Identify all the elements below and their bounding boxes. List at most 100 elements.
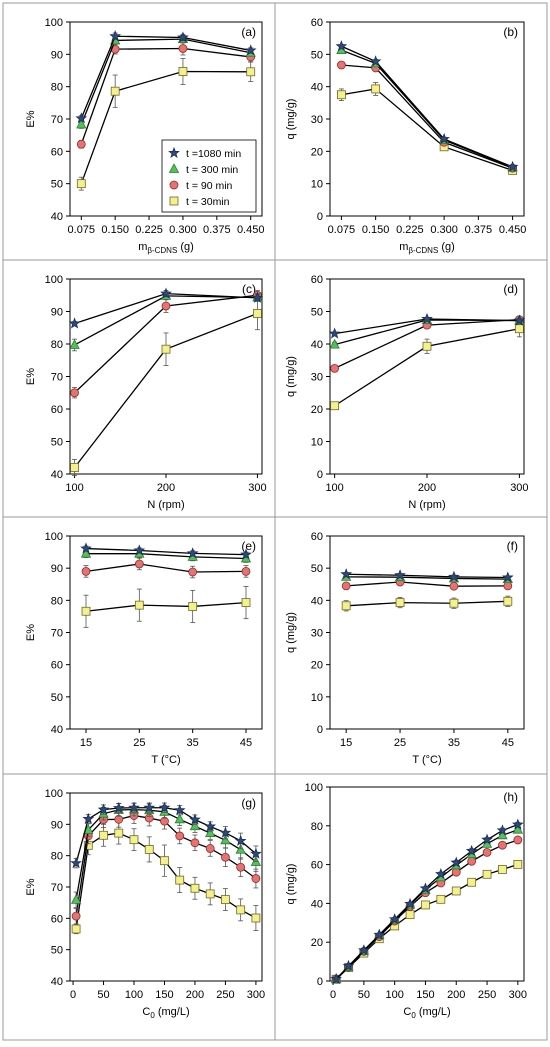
y-tick-label: 90 xyxy=(51,49,63,61)
data-point xyxy=(161,344,171,354)
data-point xyxy=(394,569,406,581)
data-point xyxy=(330,363,340,373)
panel-label: (d) xyxy=(503,282,518,296)
series-t1080 xyxy=(68,287,264,329)
y-tick-label: 50 xyxy=(51,437,63,449)
series-t30 xyxy=(81,586,251,628)
data-point xyxy=(421,900,430,910)
y-tick-label: 50 xyxy=(51,692,63,704)
data-point xyxy=(178,67,188,76)
data-point xyxy=(482,847,492,857)
data-point xyxy=(99,830,108,840)
y-tick-label: 30 xyxy=(311,114,323,126)
data-point xyxy=(341,601,351,611)
data-point xyxy=(190,838,200,848)
x-tick-label: 0 xyxy=(70,989,76,1001)
series-line xyxy=(80,35,251,119)
data-point xyxy=(512,818,524,830)
panel-label: (c) xyxy=(242,282,256,296)
x-tick-label: 0.450 xyxy=(499,224,527,236)
y-tick-label: 60 xyxy=(311,17,323,29)
x-tick-label: 200 xyxy=(447,989,465,1001)
chart-panel-g: 40 50 60 70 80 90 100 0 50 100 150 200 250 300 C0 (mg/… xyxy=(25,788,265,1020)
data-point xyxy=(160,287,172,299)
y-axis-title: q (mg/g) xyxy=(285,864,297,905)
y-tick-label: 80 xyxy=(311,821,323,833)
series-line xyxy=(86,553,247,560)
data-point xyxy=(97,803,110,815)
y-tick-label: 0 xyxy=(317,469,323,481)
y-tick-label: 40 xyxy=(51,211,63,223)
data-point xyxy=(144,845,154,854)
data-point xyxy=(114,828,124,838)
data-point xyxy=(236,862,246,872)
data-point xyxy=(71,924,81,934)
x-axis-title: C0 (mg/L) xyxy=(142,1006,189,1020)
y-axis-title: q (mg/g) xyxy=(285,612,297,653)
y-tick-label: 100 xyxy=(45,788,63,800)
data-point xyxy=(241,598,251,607)
data-point xyxy=(330,401,340,411)
x-tick-label: 100 xyxy=(385,989,403,1001)
y-tick-label: 40 xyxy=(311,339,323,351)
data-point xyxy=(328,327,341,339)
series-line xyxy=(85,547,247,556)
y-tick-label: 50 xyxy=(311,563,323,575)
y-tick-label: 40 xyxy=(311,898,323,910)
x-tick-label: 0.150 xyxy=(362,224,390,236)
data-point xyxy=(76,118,87,129)
data-point xyxy=(160,856,169,866)
y-tick-label: 10 xyxy=(311,437,323,449)
series-t30 xyxy=(341,595,513,612)
y-tick-label: 80 xyxy=(51,595,63,607)
data-point xyxy=(421,312,433,324)
legend-label: t = 300 min xyxy=(186,164,238,176)
chart-panel-f: 0 10 20 30 40 50 60 15 25 35 45 T (°C) q (mg/g) (f) xyxy=(285,531,525,766)
data-point xyxy=(204,820,217,832)
data-point xyxy=(69,339,80,349)
data-point xyxy=(513,314,526,326)
y-tick-label: 40 xyxy=(311,82,323,94)
data-point xyxy=(395,598,405,607)
data-point xyxy=(448,570,460,582)
legend-marker xyxy=(169,196,179,206)
data-point xyxy=(329,338,340,349)
data-point xyxy=(251,913,261,923)
legend-label: t = 30min xyxy=(186,196,230,208)
series-line xyxy=(341,88,513,172)
x-tick-label: 0.225 xyxy=(396,224,424,236)
x-tick-label: 0.150 xyxy=(101,224,129,236)
y-tick-label: 90 xyxy=(51,563,63,575)
chart-panel-e: 40 50 60 70 80 90 100 15 25 35 45 T (°C) E% (e) xyxy=(25,531,263,766)
data-point xyxy=(436,894,446,904)
data-point xyxy=(188,567,198,577)
data-point xyxy=(188,602,198,611)
data-point xyxy=(369,55,382,67)
data-point xyxy=(251,874,261,883)
legend-label: t =1080 min xyxy=(186,148,241,160)
x-tick-label: 25 xyxy=(394,737,406,749)
series-t300 xyxy=(80,547,252,563)
x-tick-label: 300 xyxy=(248,482,266,494)
series-t1080 xyxy=(335,40,519,172)
data-point xyxy=(110,86,120,96)
x-tick-label: 100 xyxy=(65,482,83,494)
data-point xyxy=(70,857,82,869)
y-tick-label: 70 xyxy=(51,628,63,640)
y-tick-label: 60 xyxy=(51,660,63,672)
y-tick-label: 100 xyxy=(45,531,63,543)
data-point xyxy=(358,944,370,956)
y-axis-title: q (mg/g) xyxy=(285,356,297,397)
y-tick-label: 60 xyxy=(51,404,63,416)
y-tick-label: 80 xyxy=(51,851,63,863)
series-t30 xyxy=(76,58,256,191)
x-axis-title: C0 (mg/L) xyxy=(403,1006,450,1020)
data-point xyxy=(81,606,91,616)
x-tick-label: 200 xyxy=(418,482,436,494)
y-tick-label: 20 xyxy=(311,660,323,672)
x-tick-label: 50 xyxy=(358,989,370,1001)
data-point xyxy=(498,865,507,874)
y-tick-label: 30 xyxy=(311,372,323,384)
